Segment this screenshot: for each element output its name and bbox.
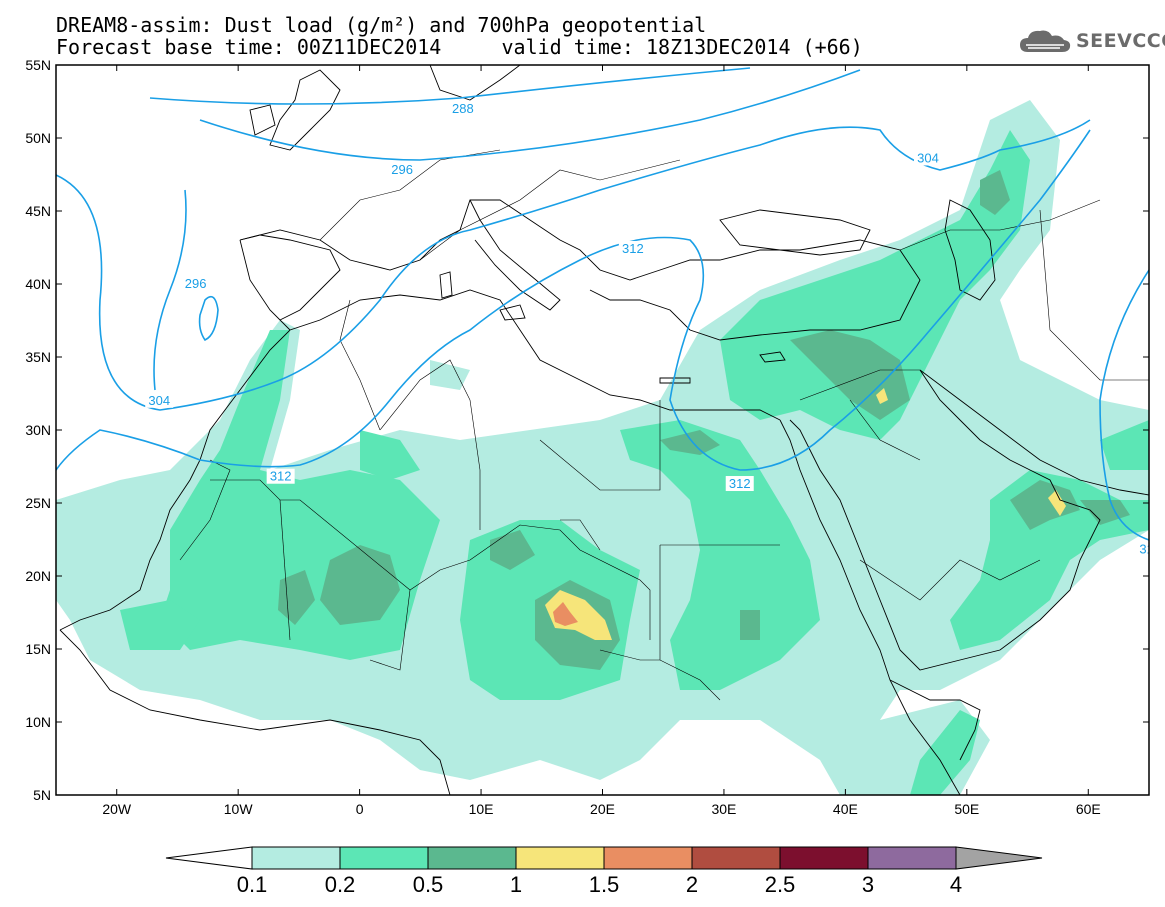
lat-tick-label: 25N [25,495,51,511]
colorbar-segment [515,846,605,870]
lat-tick-label: 35N [25,349,51,365]
geopotential-contours [56,67,1149,541]
forecast-time-line: Forecast base time: 00Z11DEC2014 valid t… [56,35,863,59]
colorbar-tick-label: 0.5 [413,872,444,897]
contour-label-bg [181,276,210,291]
dust-layer-1-5 [553,602,578,626]
logo-text: SEEVCCC [1076,30,1165,52]
lat-tick-label: 15N [25,641,51,657]
lat-tick-label: 50N [25,130,51,146]
dust-layer-dark [278,170,1130,670]
contour-label-bg [145,392,174,408]
colorbar-tick-label: 3 [862,872,874,897]
colorbar-segment [603,846,693,870]
contour-label-bg [618,240,647,256]
colorbar-over-arrow [955,846,1043,870]
lon-tick-label: 60E [1076,801,1101,817]
contour-label: 288 [452,101,474,116]
lon-tick-label: 10W [224,801,254,817]
dust-layer-1 [545,388,1066,640]
contour-label: 312 [729,476,751,491]
contour-label: 296 [391,162,413,177]
lon-tick-label: 20E [590,801,615,817]
lat-tick-label: 10N [25,714,51,730]
contour-label-bg [266,468,295,484]
colorbar-segment [427,846,517,870]
lat-tick-label: 40N [25,276,51,292]
colorbar-tick-label: 2.5 [765,872,796,897]
map-title: DREAM8-assim: Dust load (g/m²) and 700hP… [56,13,707,37]
seevccc-logo: SEEVCCC [1018,26,1165,56]
colorbar-under-arrow [165,846,253,870]
lon-tick-label: 0 [356,801,364,817]
contour-label-bg [448,100,477,116]
lat-tick-label: 20N [25,568,51,584]
lon-tick-label: 50E [954,801,979,817]
contour-label-bg [725,476,754,492]
latitude-axis: 55N 50N 45N 40N 35N 30N 25N 20N 15N 10N 5N [25,57,1149,803]
colorbar-segment [691,846,781,870]
colorbar-tick-label: 2 [686,872,698,897]
contour-labels: 288 296 296 304 312 312 312 304 31 [145,100,1153,557]
lon-tick-label: 20W [102,801,132,817]
colorbar-tick-label: 0.1 [237,872,268,897]
colorbar-tick-label: 1 [510,872,522,897]
lon-tick-label: 10E [469,801,494,817]
colorbar-segment [779,846,869,870]
colorbar-segment [339,846,429,870]
longitude-axis: 20W 10W 0 10E 20E 30E 40E 50E 60E [102,65,1101,817]
colorbar-tick-label: 1.5 [589,872,620,897]
lon-tick-label: 30E [711,801,736,817]
coastlines [59,65,1149,795]
lat-tick-label: 45N [25,203,51,219]
lat-tick-label: 5N [33,787,51,803]
contour-label-bg [1136,541,1149,557]
map-area: 288 296 296 304 312 312 312 304 31 [56,65,1153,795]
contour-label: 296 [185,276,207,291]
colorbar-tick-label: 0.2 [325,872,356,897]
lat-tick-label: 30N [25,422,51,438]
contour-label: 312 [622,241,644,256]
lon-tick-label: 40E [833,801,858,817]
contour-label: 31 [1139,542,1153,557]
contour-label: 304 [917,150,939,165]
contour-label-bg [388,162,417,178]
colorbar: 0.1 0.2 0.5 1 1.5 2 2.5 3 4 [165,846,1043,897]
cloud-icon [1020,30,1071,52]
contour-label: 312 [270,469,292,484]
lat-tick-label: 55N [25,57,51,73]
colorbar-tick-label: 4 [950,872,962,897]
contour-label-bg [913,150,942,166]
colorbar-segment [867,846,957,870]
contour-label: 304 [148,393,170,408]
colorbar-segment [251,846,341,870]
political-borders [179,149,1149,701]
